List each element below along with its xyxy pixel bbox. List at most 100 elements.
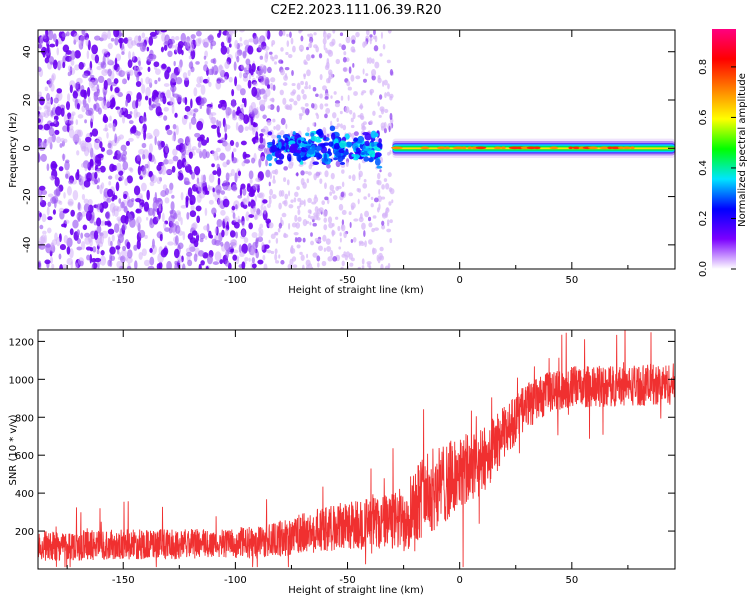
heatmap-noise-blob <box>179 59 183 68</box>
heatmap-sparse-blob <box>341 224 346 232</box>
heatmap-noise-blob <box>243 39 250 46</box>
heatmap-noise-blob <box>186 36 191 42</box>
heatmap-signal-peak <box>533 146 541 150</box>
y-tick-label: 800 <box>15 413 34 424</box>
heatmap-sparse-blob <box>389 238 393 244</box>
heatmap-sparse-blob <box>311 201 317 205</box>
heatmap-sparse-blob <box>325 107 331 114</box>
heatmap-sparse-blob <box>294 237 298 243</box>
heatmap-sparse-blob <box>285 105 291 111</box>
heatmap-noise-blob <box>76 229 81 236</box>
heatmap-noise-blob <box>224 260 230 267</box>
heatmap-noise-blob <box>207 35 214 41</box>
heatmap-sparse-blob <box>377 257 381 264</box>
heatmap-noise-blob <box>104 124 108 132</box>
heatmap-sparse-blob <box>369 88 375 94</box>
heatmap-noise-blob <box>238 111 243 117</box>
heatmap-cluster-blob <box>364 133 372 141</box>
heatmap-sparse-blob <box>290 37 294 45</box>
heatmap-sparse-blob <box>288 163 294 169</box>
heatmap-sparse-blob <box>282 30 286 36</box>
heatmap-noise-blob <box>112 205 120 211</box>
heatmap-sparse-blob <box>372 247 377 254</box>
heatmap-noise-blob <box>263 147 267 154</box>
heatmap-sparse-blob <box>377 172 381 180</box>
heatmap-noise-blob <box>86 87 91 98</box>
heatmap-cluster-blob <box>375 152 379 158</box>
heatmap-sparse-blob <box>321 260 327 267</box>
heatmap-noise-blob <box>163 44 168 51</box>
heatmap-sparse-blob <box>387 172 392 178</box>
x-tick-label: -100 <box>224 275 247 286</box>
heatmap-noise-blob <box>120 255 126 264</box>
heatmap-noise-blob <box>161 165 167 175</box>
heatmap-sparse-blob <box>348 175 352 180</box>
heatmap-noise-blob <box>108 123 113 129</box>
heatmap-sparse-blob <box>325 47 328 54</box>
heatmap-noise-blob <box>50 110 54 117</box>
heatmap-signal-peak <box>467 146 473 150</box>
heatmap-noise-blob <box>96 217 102 227</box>
heatmap-noise-blob <box>109 202 116 213</box>
heatmap-noise-blob <box>148 78 153 85</box>
heatmap-signal-peak <box>609 146 622 150</box>
heatmap-noise-blob <box>163 83 170 87</box>
heatmap-sparse-blob <box>364 210 370 218</box>
heatmap-sparse-blob <box>389 188 395 195</box>
heatmap-cluster-blob <box>267 131 273 136</box>
colorbar-tick-label: 0.2 <box>698 211 709 227</box>
heatmap-noise-blob <box>262 210 268 221</box>
heatmap-noise-blob <box>176 172 180 177</box>
heatmap-noise-blob <box>213 150 219 161</box>
heatmap-noise-blob <box>193 108 199 113</box>
heatmap-noise-blob <box>109 115 112 122</box>
heatmap-noise-blob <box>75 258 81 269</box>
heatmap-cluster-blob <box>328 141 334 147</box>
heatmap-noise-blob <box>149 82 153 88</box>
heatmap-noise-blob <box>250 199 256 209</box>
colorbar-label: Normalized spectral amplitude <box>737 73 748 227</box>
heatmap-noise-blob <box>96 185 100 190</box>
heatmap-noise-blob <box>38 66 42 72</box>
heatmap-sparse-blob <box>310 232 313 237</box>
heatmap-noise-blob <box>150 104 157 109</box>
heatmap-sparse-blob <box>361 222 366 230</box>
heatmap-noise-blob <box>219 79 225 84</box>
heatmap-noise-blob <box>46 206 50 216</box>
heatmap-noise-blob <box>190 205 195 211</box>
heatmap-sparse-blob <box>383 79 388 86</box>
heatmap-noise-blob <box>79 260 84 267</box>
heatmap-noise-blob <box>258 227 262 233</box>
heatmap-noise-blob <box>109 246 116 255</box>
heatmap-sparse-blob <box>339 232 342 237</box>
heatmap-noise-blob <box>191 39 197 50</box>
heatmap-noise-blob <box>262 125 269 135</box>
heatmap-noise-blob <box>257 171 264 181</box>
x-tick-label: -150 <box>112 575 135 586</box>
heatmap-noise-blob <box>107 236 111 247</box>
heatmap-noise-blob <box>61 223 67 228</box>
heatmap-sparse-blob <box>304 102 309 107</box>
heatmap-sparse-blob <box>327 256 333 262</box>
heatmap-noise-blob <box>40 153 47 162</box>
heatmap-noise-blob <box>40 46 47 56</box>
heatmap-noise-blob <box>149 49 154 57</box>
heatmap-noise-blob <box>133 244 138 251</box>
heatmap-noise-blob <box>69 248 74 259</box>
heatmap-noise-blob <box>262 65 267 74</box>
heatmap-sparse-blob <box>359 213 363 220</box>
heatmap-noise-blob <box>81 30 86 36</box>
heatmap-noise-blob <box>89 158 94 167</box>
heatmap-noise-blob <box>222 198 230 208</box>
heatmap-noise-blob <box>43 105 49 110</box>
heatmap-sparse-blob <box>275 260 280 264</box>
heatmap-noise-blob <box>154 79 158 85</box>
heatmap-sparse-blob <box>355 31 360 38</box>
heatmap-sparse-blob <box>311 155 315 162</box>
heatmap-noise-blob <box>116 135 121 142</box>
heatmap-noise-blob <box>185 136 190 146</box>
heatmap-sparse-blob <box>363 230 366 238</box>
heatmap-noise-blob <box>85 103 90 112</box>
heatmap-y-ticks: -40 -20 0 20 40 <box>22 45 675 253</box>
heatmap-noise-blob <box>259 55 264 60</box>
